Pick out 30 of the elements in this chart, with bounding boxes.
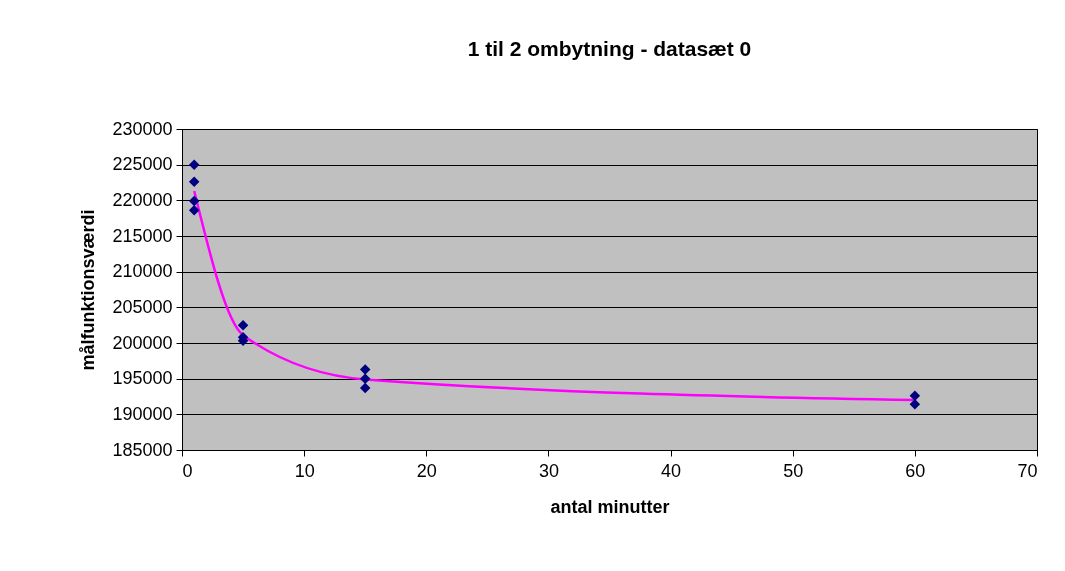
point (237, 319, 249, 331)
x-tick-label: 10 (294, 460, 315, 481)
y-axis-title: målfunktionsværdi (78, 209, 99, 371)
point (188, 195, 200, 207)
point (188, 176, 200, 188)
x-tick-label: 0 (182, 460, 193, 481)
point (188, 205, 200, 216)
x-tick-label: 50 (783, 460, 804, 481)
point (359, 382, 371, 394)
y-tick-label: 225000 (112, 154, 173, 175)
point (359, 373, 371, 384)
y-tick-label: 220000 (112, 189, 173, 210)
x-tick-label: 60 (905, 460, 926, 481)
x-tick-label: 20 (416, 460, 437, 481)
x-tick-label: 30 (538, 460, 559, 481)
y-tick-label: 205000 (112, 296, 173, 317)
point (909, 399, 921, 410)
y-tick-label: 200000 (112, 332, 173, 353)
x-tick-label: 40 (661, 460, 682, 481)
y-tick-label: 195000 (112, 368, 173, 389)
y-tick-label: 215000 (112, 225, 173, 246)
x-tick-label: 70 (1017, 460, 1038, 481)
y-tick-label: 185000 (112, 439, 173, 460)
y-tick-label: 230000 (112, 118, 173, 139)
chart-title: 1 til 2 ombytning - datasæt 0 (467, 37, 752, 60)
x-axis-title: antal minutter (550, 496, 670, 517)
y-tick-label: 210000 (112, 261, 173, 282)
point (188, 159, 200, 170)
point (359, 364, 371, 375)
y-tick-label: 190000 (112, 403, 173, 424)
